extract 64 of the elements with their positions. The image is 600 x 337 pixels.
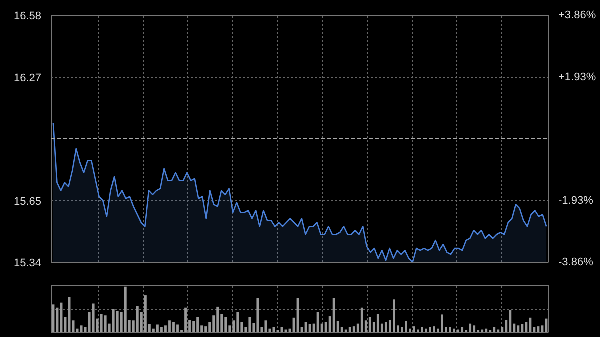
bar: [344, 330, 348, 332]
y-tick-label: 16.27: [14, 72, 42, 84]
bar: [521, 324, 524, 332]
bar: [236, 312, 240, 332]
bar: [172, 322, 175, 332]
bar: [176, 324, 179, 332]
bar: [332, 298, 336, 332]
bar: [152, 328, 155, 332]
y2-tick-label: +3.86%: [558, 10, 596, 22]
bar: [485, 328, 488, 332]
bar: [413, 326, 416, 332]
y2-tick-label: +1.93%: [558, 71, 596, 84]
bar: [384, 322, 388, 332]
bar: [461, 327, 464, 332]
bar: [224, 317, 228, 332]
bar: [441, 314, 444, 332]
bar: [493, 327, 496, 332]
bar: [256, 298, 260, 332]
bar: [216, 306, 220, 332]
bar: [509, 310, 512, 332]
bar: [116, 311, 119, 332]
bar: [457, 330, 460, 332]
bar: [517, 326, 520, 332]
bar: [168, 320, 171, 332]
bar: [497, 330, 500, 332]
bar: [453, 328, 456, 332]
bar: [264, 320, 268, 332]
bar: [144, 296, 147, 332]
bar: [352, 326, 356, 332]
bar: [392, 300, 396, 332]
bar: [100, 314, 103, 332]
bar: [429, 327, 432, 332]
bar: [449, 327, 452, 332]
bar: [360, 308, 364, 332]
bar: [124, 286, 127, 332]
bar: [481, 330, 484, 332]
bar: [248, 317, 252, 332]
bar: [192, 321, 195, 332]
bar: [104, 316, 107, 332]
bar: [368, 317, 372, 332]
bar: [136, 306, 139, 332]
bar: [376, 314, 380, 332]
y-tick-label: 15.34: [14, 258, 42, 270]
bar: [473, 326, 476, 332]
bar: [156, 324, 159, 332]
bar: [272, 327, 276, 332]
y-tick-label: 16.58: [14, 10, 42, 22]
bar: [417, 330, 420, 332]
bar: [80, 326, 83, 332]
bar: [184, 308, 187, 332]
bar: [92, 304, 95, 332]
y2-tick-label: -1.93%: [558, 194, 594, 207]
y-tick-label: 15.65: [14, 196, 42, 208]
bar: [196, 317, 199, 332]
bar: [433, 326, 436, 332]
bar: [421, 327, 424, 332]
bar: [112, 309, 115, 332]
bar: [160, 327, 163, 332]
bar: [425, 328, 428, 332]
bar: [469, 324, 472, 332]
y2-tick-label: -3.86%: [558, 256, 594, 268]
bar: [76, 328, 79, 332]
bar: [348, 327, 352, 332]
bar: [405, 321, 408, 332]
